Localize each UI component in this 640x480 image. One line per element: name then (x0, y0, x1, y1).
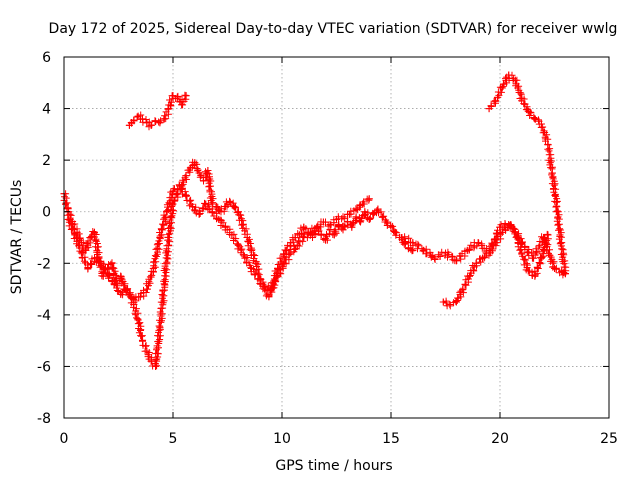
y-tick-label: -4 (37, 308, 51, 324)
series-track-c (125, 91, 190, 131)
y-tick-label: -2 (37, 256, 51, 272)
y-axis-label: SDTVAR / TECUs (9, 180, 25, 295)
y-tick-label: 0 (42, 205, 51, 221)
y-tick-label: 6 (42, 50, 51, 66)
x-tick-label: 10 (273, 431, 291, 447)
series-trace (60, 158, 417, 370)
plot-frame (63, 56, 610, 419)
grid (64, 57, 609, 418)
y-tick-label: -6 (37, 359, 51, 375)
y-tick-label: 4 (42, 102, 51, 118)
series-trace (125, 91, 190, 131)
x-tick-label: 5 (169, 431, 178, 447)
chart-title: Day 172 of 2025, Sidereal Day-to-day VTE… (49, 21, 618, 37)
series-track-f (485, 71, 570, 278)
series-trace (64, 181, 373, 305)
series-track-a (60, 158, 417, 370)
x-axis-label: GPS time / hours (275, 458, 392, 474)
series-trace (485, 71, 570, 278)
y-tick-label: -8 (37, 411, 51, 427)
x-tick-label: 25 (600, 431, 618, 447)
y-tick-label: 2 (42, 153, 51, 169)
series-track-e (439, 221, 552, 310)
x-tick-label: 15 (382, 431, 400, 447)
series-track-b (64, 181, 373, 305)
x-tick-label: 20 (491, 431, 509, 447)
x-tick-label: 0 (60, 431, 69, 447)
series-trace (439, 221, 552, 310)
data-points (60, 71, 570, 370)
